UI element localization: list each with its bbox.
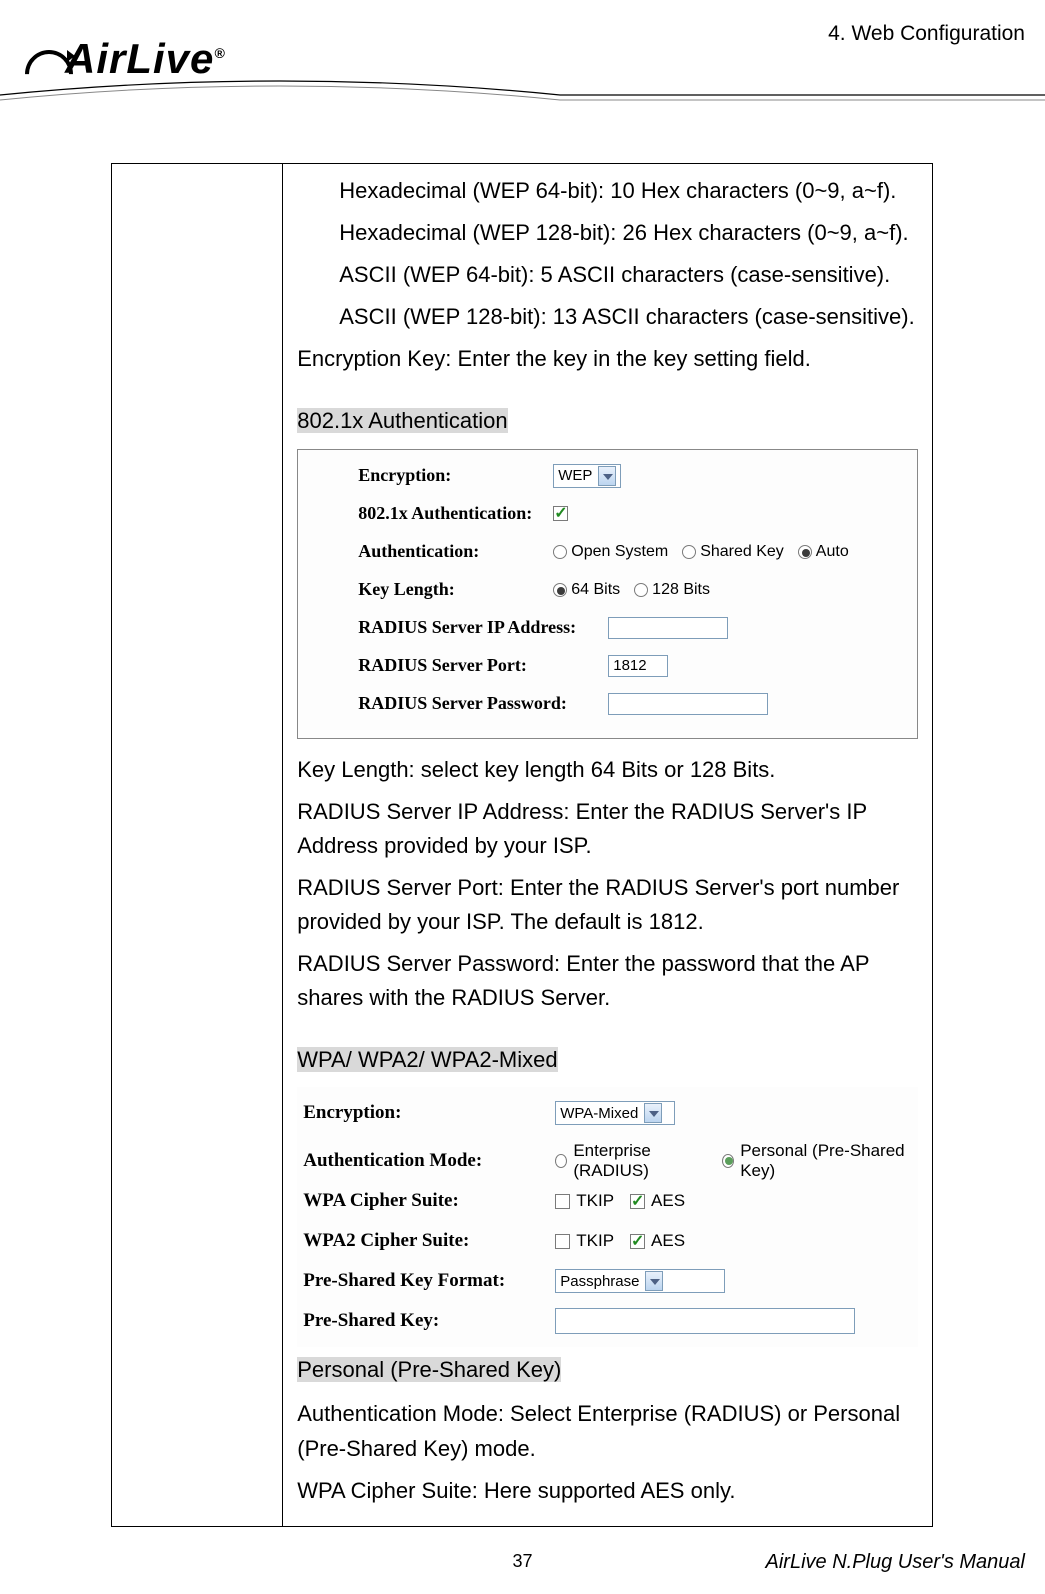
header-section: 4. Web Configuration [828,22,1025,46]
note-key-length: Key Length: select key length 64 Bits or… [297,753,918,787]
label-authentication: Authentication: [358,541,553,562]
radio-shared-key[interactable] [682,545,696,559]
label-wpa-cipher: WPA Cipher Suite: [303,1190,555,1212]
page-footer: 37 AirLive N.Plug User's Manual [0,1551,1045,1574]
radio-enterprise[interactable] [555,1154,567,1168]
radio-64bits[interactable] [553,583,567,597]
section-wpa-heading: WPA/ WPA2/ WPA2-Mixed [297,1047,557,1072]
opt-wpa-tkip: TKIP [576,1191,614,1211]
note-radius-port: RADIUS Server Port: Enter the RADIUS Ser… [297,871,918,939]
section-personal-heading: Personal (Pre-Shared Key) [297,1357,561,1382]
radio-128bits[interactable] [634,583,648,597]
manual-title: AirLive N.Plug User's Manual [766,1551,1025,1574]
opt-wpa2-tkip: TKIP [576,1231,614,1251]
input-radius-pw[interactable] [608,693,768,715]
chevron-down-icon [645,1271,663,1291]
note-wpa-cipher: WPA Cipher Suite: Here supported AES onl… [297,1474,918,1508]
label-radius-pw: RADIUS Server Password: [358,693,608,714]
label-wpa2-cipher: WPA2 Cipher Suite: [303,1230,555,1252]
checkbox-wpa2-aes[interactable] [630,1234,645,1249]
radio-personal[interactable] [722,1154,734,1168]
wep-hex64: Hexadecimal (WEP 64-bit): 10 Hex charact… [297,174,918,208]
label-encryption: Encryption: [358,465,553,486]
select-wpa-encryption[interactable]: WPA-Mixed [555,1101,675,1125]
opt-enterprise: Enterprise (RADIUS) [573,1141,706,1181]
section-8021x-heading: 802.1x Authentication [297,408,507,433]
wep-ascii128: ASCII (WEP 128-bit): 13 ASCII characters… [297,300,918,334]
opt-auto: Auto [816,543,849,561]
radio-auto[interactable] [798,545,812,559]
checkbox-wpa-tkip[interactable] [555,1194,570,1209]
input-radius-port[interactable] [608,655,668,677]
wep-hex128: Hexadecimal (WEP 128-bit): 26 Hex charac… [297,216,918,250]
page-number: 37 [512,1551,532,1572]
opt-shared-key: Shared Key [700,543,784,561]
label-psk-format: Pre-Shared Key Format: [303,1270,555,1292]
opt-personal: Personal (Pre-Shared Key) [740,1141,912,1181]
select-psk-format[interactable]: Passphrase [555,1269,725,1293]
form-8021x: Encryption: WEP 802.1x Authentication: A… [297,449,918,739]
opt-128bits: 128 Bits [652,581,710,599]
chevron-down-icon [598,466,616,486]
opt-wpa2-aes: AES [651,1231,685,1251]
content-table: Hexadecimal (WEP 64-bit): 10 Hex charact… [111,163,933,1527]
checkbox-wpa2-tkip[interactable] [555,1234,570,1249]
checkbox-8021x[interactable] [553,506,568,521]
input-psk[interactable] [555,1308,855,1334]
label-radius-port: RADIUS Server Port: [358,655,608,676]
label-key-length: Key Length: [358,579,553,600]
input-radius-ip[interactable] [608,617,728,639]
select-encryption[interactable]: WEP [553,464,621,488]
opt-open-system: Open System [571,543,668,561]
wep-ascii64: ASCII (WEP 64-bit): 5 ASCII characters (… [297,258,918,292]
label-radius-ip: RADIUS Server IP Address: [358,617,608,638]
checkbox-wpa-aes[interactable] [630,1194,645,1209]
chevron-down-icon [644,1103,662,1123]
radio-open-system[interactable] [553,545,567,559]
label-psk: Pre-Shared Key: [303,1310,555,1332]
note-radius-pw: RADIUS Server Password: Enter the passwo… [297,947,918,1015]
note-radius-ip: RADIUS Server IP Address: Enter the RADI… [297,795,918,863]
header-divider [0,75,1045,115]
form-wpa: Encryption: WPA-Mixed Authentication Mod… [297,1087,918,1347]
opt-64bits: 64 Bits [571,581,620,599]
note-authmode: Authentication Mode: Select Enterprise (… [297,1397,918,1465]
opt-wpa-aes: AES [651,1191,685,1211]
label-authmode: Authentication Mode: [303,1150,555,1172]
label-wpa-encryption: Encryption: [303,1102,555,1124]
encryption-key-note: Encryption Key: Enter the key in the key… [297,342,918,376]
label-8021x-auth: 802.1x Authentication: [358,503,553,524]
